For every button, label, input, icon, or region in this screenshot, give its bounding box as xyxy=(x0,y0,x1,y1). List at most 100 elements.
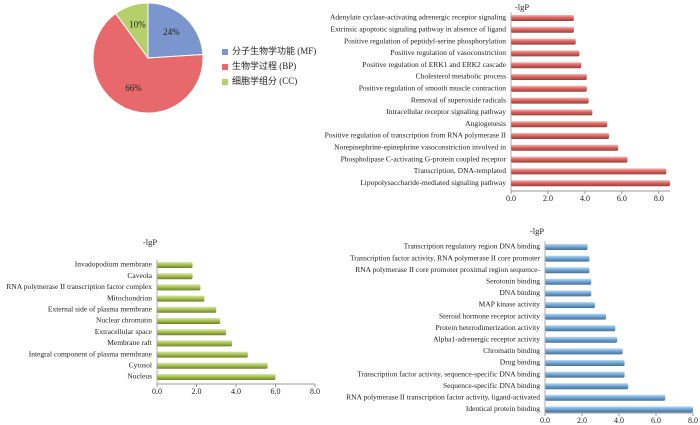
axis-title: -lgP xyxy=(143,237,157,247)
category-label: Protein heterodimerization activity xyxy=(435,323,540,332)
category-label: External side of plasma membrane xyxy=(48,305,153,314)
x-tick-label: 2.0 xyxy=(543,194,553,203)
bar xyxy=(511,133,609,139)
bar xyxy=(545,360,625,366)
bar xyxy=(511,38,576,45)
x-tick-label: 4.0 xyxy=(231,387,241,396)
bar xyxy=(157,262,193,268)
category-label: Alpha1-adrenergic receptor activity xyxy=(433,335,540,344)
bar xyxy=(157,306,217,313)
category-label: Sequence-specific DNA binding xyxy=(443,381,540,390)
bar xyxy=(511,97,589,104)
bar xyxy=(545,406,693,413)
bar xyxy=(545,313,607,320)
bar xyxy=(545,290,592,297)
category-label: Nucleus xyxy=(127,372,152,381)
bar xyxy=(511,144,619,151)
category-label: Norepinephrine-epinephrine vasoconstrict… xyxy=(334,143,506,152)
x-tick-label: 0.0 xyxy=(152,387,162,396)
bar xyxy=(157,374,276,380)
category-label: DNA binding xyxy=(499,288,540,297)
bar xyxy=(157,284,201,291)
bar xyxy=(511,121,608,128)
bar xyxy=(545,244,588,250)
bar xyxy=(545,394,666,401)
legend-swatch xyxy=(222,49,228,55)
bar xyxy=(511,50,580,57)
x-tick-label: 8.0 xyxy=(688,416,698,425)
category-label: Drug binding xyxy=(500,358,540,367)
category-label: Caveola xyxy=(127,271,152,280)
category-label: Phospholipase C-activating G-protein cou… xyxy=(341,154,507,163)
bar xyxy=(157,318,221,324)
bar xyxy=(157,340,233,347)
x-tick-label: 8.0 xyxy=(654,194,664,203)
bar xyxy=(511,15,574,21)
x-tick-label: 6.0 xyxy=(651,416,661,425)
bar xyxy=(511,74,587,80)
category-label: Positive regulation of vasoconstriction xyxy=(390,48,506,57)
legend-swatch xyxy=(222,64,228,70)
slice-label: 24% xyxy=(163,27,180,37)
bar xyxy=(157,295,205,302)
x-tick-label: 0.0 xyxy=(540,416,550,425)
bar xyxy=(545,383,629,390)
bar xyxy=(545,255,590,262)
bar xyxy=(511,168,667,175)
bar xyxy=(545,348,623,355)
bar xyxy=(545,302,595,308)
category-label: Serotonin binding xyxy=(486,277,540,286)
bar xyxy=(545,325,616,332)
category-label: Positive regulation of transcription fro… xyxy=(325,131,507,140)
category-label: Angiogenesis xyxy=(465,119,506,128)
bar xyxy=(511,156,628,163)
bar xyxy=(511,26,574,33)
category-label: Cholesterol metabolic process xyxy=(416,72,506,81)
category-label: Identical protein binding xyxy=(466,404,540,413)
pie-slice xyxy=(114,2,149,60)
category-label: RNA polymerase II transcription factor c… xyxy=(6,282,152,291)
legend-swatch xyxy=(222,79,228,85)
category-label: Transcription factor activity, RNA polym… xyxy=(350,253,541,262)
bar xyxy=(511,109,593,116)
x-tick-label: 2.0 xyxy=(577,416,587,425)
legend-label: 生物学过程 (BP) xyxy=(232,60,296,71)
axis-title: -lgP xyxy=(530,226,544,236)
category-label: Lipopolysaccharide-mediated signaling pa… xyxy=(360,178,506,187)
category-label: RNA polymerase II transcription factor a… xyxy=(346,393,540,402)
category-label: Steroid hormone receptor activity xyxy=(439,311,540,320)
slice-label: 10% xyxy=(129,20,146,30)
x-tick-label: 8.0 xyxy=(310,387,320,396)
category-label: Adenylate cyclase-activating adrenergic … xyxy=(330,13,506,22)
category-label: Transcription, DNA-templated xyxy=(414,166,506,175)
bar xyxy=(511,180,670,187)
category-label: Transcription factor activity, sequence-… xyxy=(357,369,540,378)
category-label: RNA polymerase II core promoter proximal… xyxy=(355,265,540,274)
category-label: Transcription regulatory region DNA bind… xyxy=(404,242,541,251)
x-tick-label: 0.0 xyxy=(506,194,516,203)
category-label: Nuclear chromatin xyxy=(96,316,152,325)
slice-label: 66% xyxy=(125,83,142,93)
category-label: Positive regulation of ERK1 and ERK2 cas… xyxy=(362,60,506,69)
category-label: Removal of superoxide radicals xyxy=(411,95,506,104)
category-label: Invadopodium membrane xyxy=(75,260,153,269)
axis-title: -lgP xyxy=(515,2,529,12)
bar xyxy=(157,273,193,280)
bar xyxy=(545,278,592,285)
bar xyxy=(545,336,618,343)
category-label: Integral component of plasma membrane xyxy=(29,349,153,358)
category-label: Extrinsic apoptotic signaling pathway in… xyxy=(330,25,506,34)
pie-slice xyxy=(147,2,204,59)
bar xyxy=(545,371,625,378)
x-tick-label: 2.0 xyxy=(192,387,202,396)
legend-label: 分子生物学功能 (MF) xyxy=(232,45,316,56)
category-label: Membrane raft xyxy=(107,338,153,347)
x-tick-label: 6.0 xyxy=(617,194,627,203)
category-label: Chromatin binding xyxy=(483,346,540,355)
category-label: Intracellular receptor signaling pathway xyxy=(386,107,506,116)
category-label: Cytosol xyxy=(129,361,152,370)
bar xyxy=(157,329,227,336)
legend-label: 细胞学组分 (CC) xyxy=(232,75,297,86)
category-label: Mitochondrion xyxy=(107,293,152,302)
